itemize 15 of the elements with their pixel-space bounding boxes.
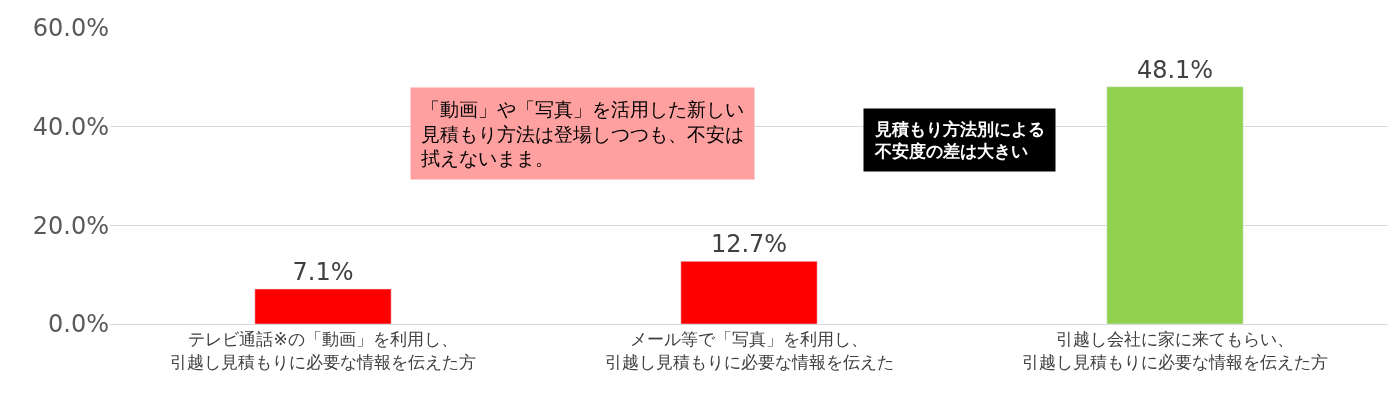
annotation: 「動画」や「写真」を活用した新しい見積もり方法は登場しつつも、不安は拭えないまま。 bbox=[421, 98, 744, 170]
y-tick-label: 40.0% bbox=[32, 113, 109, 142]
bar bbox=[680, 261, 818, 324]
y-tick-label: 0.0% bbox=[48, 310, 109, 339]
x-tick-label: 引越し会社に家に来てもらい、引越し見積もりに必要な情報を伝えた方 bbox=[1022, 329, 1328, 372]
x-tick-label: テレビ通話※の「動画」を利用し、引越し見積もりに必要な情報を伝えた方 bbox=[170, 329, 476, 372]
y-tick-label: 60.0% bbox=[32, 14, 109, 43]
x-tick-label: メール等で「写真」を利用し、引越し見積もりに必要な情報を伝えた bbox=[604, 329, 894, 372]
data-label: 48.1% bbox=[1136, 55, 1214, 84]
annotation: 見積もり方法別による不安度の差は大きい bbox=[874, 119, 1045, 162]
y-tick-label: 20.0% bbox=[32, 211, 109, 240]
data-label: 7.1% bbox=[292, 257, 354, 286]
bar bbox=[254, 288, 392, 324]
data-label: 12.7% bbox=[710, 230, 788, 259]
bar bbox=[1106, 86, 1244, 324]
